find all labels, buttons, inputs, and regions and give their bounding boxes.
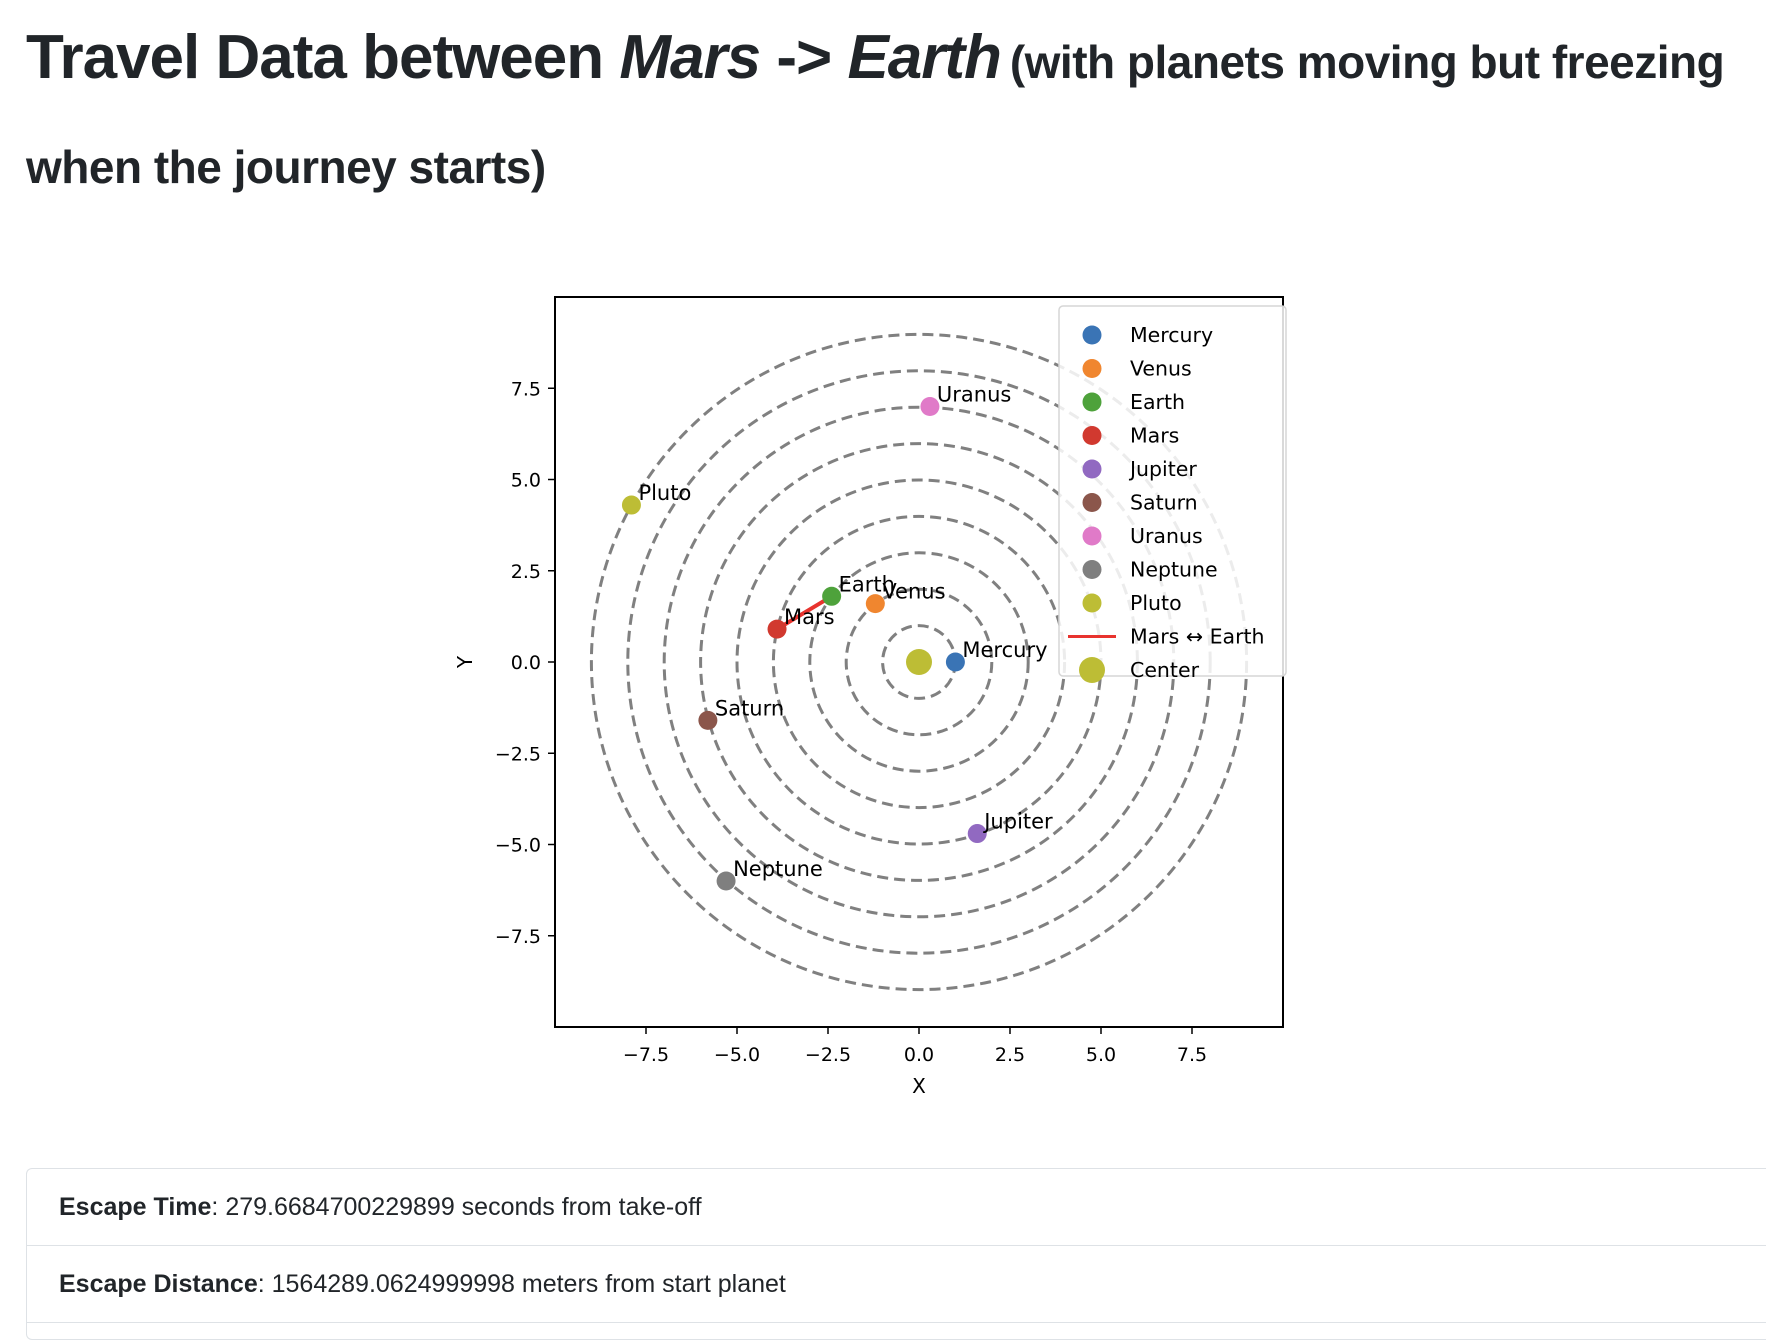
route-line-mars-earth xyxy=(776,594,833,631)
legend-label-saturn: Saturn xyxy=(1130,491,1198,515)
page-title: Travel Data between Mars -> Earth (with … xyxy=(26,8,1746,222)
y-tick-label: −7.5 xyxy=(495,926,541,948)
title-arrow: -> xyxy=(760,23,848,92)
y-tick-label: 0.0 xyxy=(511,652,541,674)
y-tick-label: −2.5 xyxy=(495,743,541,765)
planet-label-mars: Mars xyxy=(784,605,835,629)
escape-distance-label: Escape Distance xyxy=(59,1270,258,1298)
x-tick-label: 7.5 xyxy=(1177,1044,1207,1066)
travel-info-list: Escape Time: 279.6684700229899 seconds f… xyxy=(26,1168,1766,1340)
x-tick-label: −2.5 xyxy=(805,1044,851,1066)
destination-planet: Earth xyxy=(847,23,1001,92)
planet-marker-jupiter xyxy=(967,824,987,844)
legend-label-center: Center xyxy=(1130,658,1200,682)
legend-label-mercury: Mercury xyxy=(1130,323,1213,347)
escape-time-label: Escape Time xyxy=(59,1193,212,1221)
y-axis-label: Y xyxy=(453,655,477,669)
planet-marker-pluto xyxy=(621,495,641,515)
planet-label-jupiter: Jupiter xyxy=(982,810,1053,834)
planet-label-uranus: Uranus xyxy=(937,383,1011,407)
title-subtitle: (with planets moving but freezing when t… xyxy=(26,36,1725,193)
legend-label-pluto: Pluto xyxy=(1130,591,1182,615)
legend-label-venus: Venus xyxy=(1130,357,1192,381)
x-tick-label: 0.0 xyxy=(904,1044,934,1066)
x-tick-label: 2.5 xyxy=(995,1044,1025,1066)
legend-marker-mars xyxy=(1082,426,1102,445)
legend-marker-pluto xyxy=(1082,593,1102,613)
title-main: Travel Data between Mars -> Earth xyxy=(26,23,1002,92)
planet-label-mercury: Mercury xyxy=(962,638,1047,662)
y-tick-label: 7.5 xyxy=(511,378,541,400)
orbit-plot: −7.5 −5.0 −2.5 0.0 2.5 5.0 7.5 7.5 5.0 2.5 0.0 −2.5… xyxy=(453,296,1287,1098)
legend-marker-earth xyxy=(1082,392,1102,412)
legend-marker-saturn xyxy=(1082,493,1102,512)
escape-distance-separator: : xyxy=(257,1270,265,1298)
planet-marker-earth xyxy=(822,586,842,606)
legend-marker-neptune xyxy=(1082,560,1102,579)
legend-label-jupiter: Jupiter xyxy=(1128,457,1197,481)
title-prefix: Travel Data between xyxy=(26,23,620,92)
legend-marker-center xyxy=(1079,657,1105,683)
y-tick-label: 2.5 xyxy=(511,561,541,583)
planet-marker-mars xyxy=(767,619,787,639)
legend-label-earth: Earth xyxy=(1130,390,1185,414)
escape-time-value: 279.6684700229899 seconds from take-off xyxy=(225,1193,702,1221)
planet-marker-neptune xyxy=(716,871,736,891)
planet-marker-saturn xyxy=(698,710,718,730)
orbit-ring-3 xyxy=(808,551,1030,773)
escape-distance-row: Escape Distance: 1564289.0624999998 mete… xyxy=(27,1246,1766,1323)
legend-marker-mercury xyxy=(1082,325,1102,345)
legend-box xyxy=(1058,305,1287,677)
escape-distance-value: 1564289.0624999998 meters from start pla… xyxy=(271,1270,786,1298)
y-tick-label: 5.0 xyxy=(511,470,541,492)
planet-marker-uranus xyxy=(920,397,940,416)
planet-label-saturn: Saturn xyxy=(715,696,784,720)
planet-marker-venus xyxy=(865,594,885,614)
x-tick-label: −7.5 xyxy=(623,1044,669,1066)
center-marker xyxy=(906,649,932,675)
planet-label-venus: Venus xyxy=(882,580,945,604)
origin-planet: Mars xyxy=(619,23,761,92)
orbit-ring-2 xyxy=(844,587,994,737)
planet-marker-mercury xyxy=(945,652,965,672)
escape-time-separator: : xyxy=(211,1193,219,1221)
escape-time-row: Escape Time: 279.6684700229899 seconds f… xyxy=(27,1169,1766,1246)
legend-marker-venus xyxy=(1082,359,1102,378)
planet-label-neptune: Neptune xyxy=(733,857,823,881)
legend-marker-uranus xyxy=(1082,526,1102,546)
x-axis-label: X xyxy=(912,1074,926,1098)
x-tick-label: −5.0 xyxy=(714,1044,760,1066)
legend-marker-jupiter xyxy=(1082,459,1102,479)
legend-label-mars: Mars xyxy=(1130,424,1179,448)
planet-label-pluto: Pluto xyxy=(638,481,691,505)
planet-label-earth: Earth xyxy=(839,572,895,596)
y-tick-label: −5.0 xyxy=(495,835,541,857)
legend-label-route: Mars ↔ Earth xyxy=(1130,625,1265,649)
legend-label-neptune: Neptune xyxy=(1130,558,1218,582)
x-tick-label: 5.0 xyxy=(1086,1044,1116,1066)
legend-label-uranus: Uranus xyxy=(1130,524,1203,548)
